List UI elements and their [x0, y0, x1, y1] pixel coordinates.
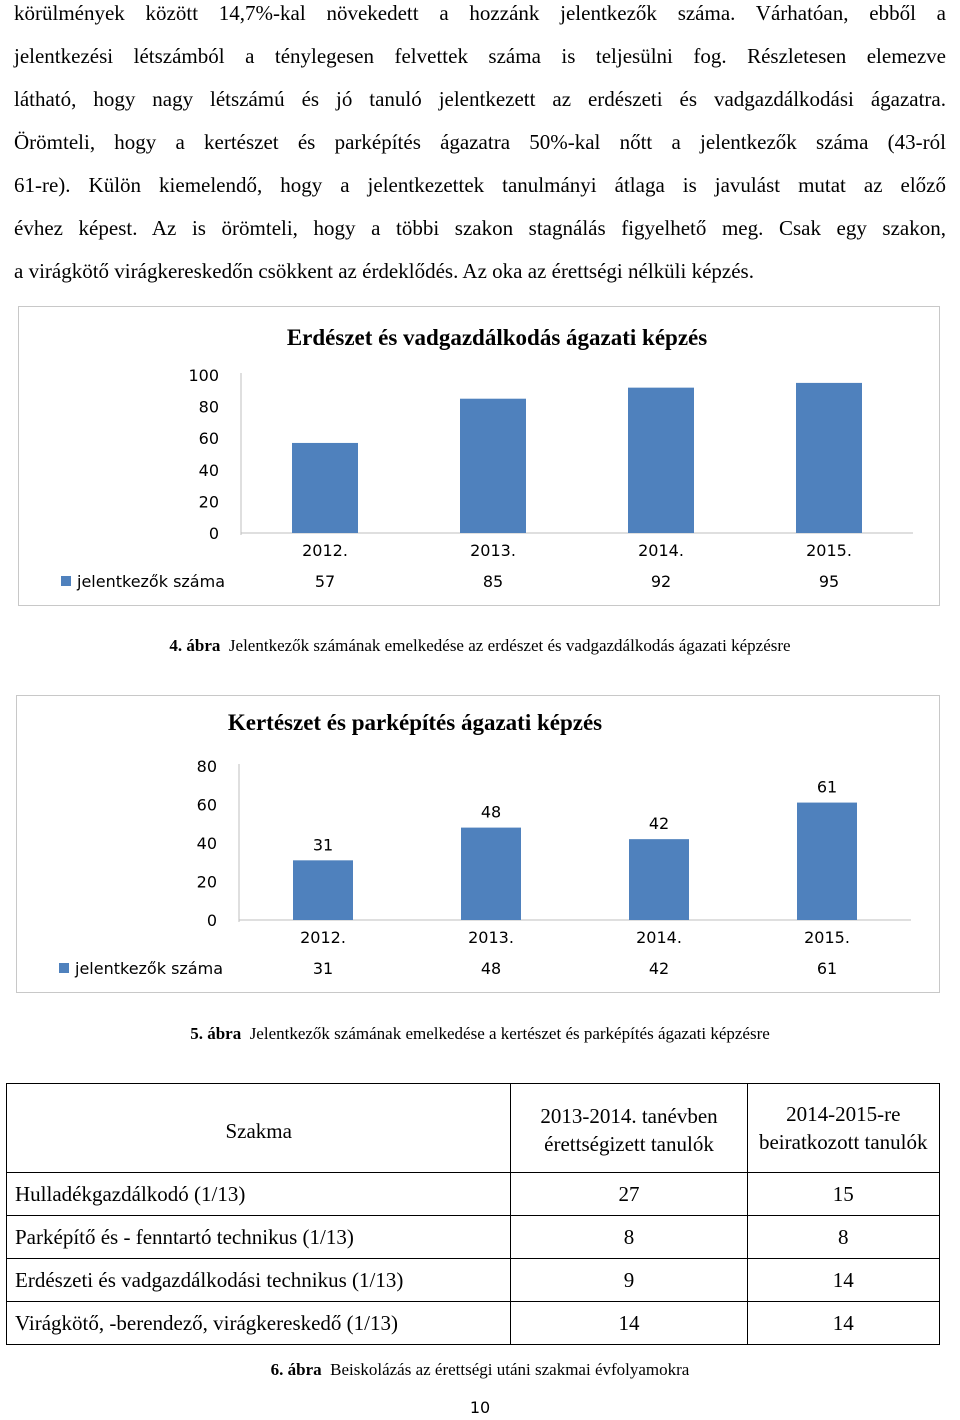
table-cell-profession: Virágkötő, -berendező, virágkereskedő (1…: [5, 1301, 512, 1345]
table-row: Virágkötő, -berendező, virágkereskedő (1…: [5, 1301, 941, 1345]
data-label: 31: [313, 835, 333, 854]
paragraph-line: Örömteli, hogy a kertészet és parképítés…: [14, 130, 946, 154]
y-tick-label: 80: [197, 757, 217, 776]
enrollment-table: Szakma 2013-2014. tanévben érettségizett…: [5, 1083, 941, 1345]
y-tick-label: 80: [199, 398, 219, 417]
y-tick-label: 20: [197, 873, 217, 892]
y-tick-label: 60: [199, 429, 219, 448]
table-cell-enrolled: 14: [746, 1258, 941, 1302]
figure-5-text: Jelentkezők számának emelkedése a kertés…: [249, 1024, 770, 1043]
chart-title: Erdészet és vadgazdálkodás ágazati képzé…: [287, 325, 707, 350]
paragraph-line: körülmények között 14,7%-kal növekedett …: [14, 1, 946, 25]
bar: [797, 802, 857, 920]
y-tick-label: 20: [199, 492, 219, 511]
figure-4-caption: 4. ábra Jelentkezők számának emelkedése …: [0, 636, 960, 656]
paragraph-line: 61-re). Külön kiemelendő, hogy a jelentk…: [14, 173, 946, 197]
y-tick-label: 100: [188, 366, 219, 385]
chart-title: Kertészet és parképítés ágazati képzés: [228, 710, 602, 735]
chart-forestry: Erdészet és vadgazdálkodás ágazati képzé…: [18, 306, 940, 606]
page-number: 10: [469, 1398, 491, 1417]
category-label: 2014.: [638, 541, 684, 560]
data-table-value: 48: [481, 959, 501, 978]
paragraph-line: évhez képest. Az is örömteli, hogy a töb…: [14, 216, 946, 240]
figure-6-text: Beiskolázás az érettségi utáni szakmai é…: [330, 1360, 690, 1379]
table-cell-graduated: 14: [510, 1301, 748, 1345]
legend-swatch: [59, 963, 69, 973]
bar: [796, 382, 862, 533]
table-cell-profession: Erdészeti és vadgazdálkodási technikus (…: [5, 1258, 512, 1302]
table-row: Hulladékgazdálkodó (1/13) 27 15: [5, 1172, 941, 1216]
header-graduated: 2013-2014. tanévben érettségizett tanuló…: [510, 1083, 748, 1173]
legend-swatch: [61, 576, 71, 586]
paragraph-line: látható, hogy nagy létszámú és jó tanuló…: [14, 87, 946, 111]
data-label: 48: [481, 803, 501, 822]
paragraph-line: jelentkezési létszámból a ténylegesen fe…: [14, 44, 946, 68]
bar: [461, 827, 521, 920]
y-tick-label: 0: [207, 911, 217, 930]
table-row: Parképítő és - fenntartó technikus (1/13…: [5, 1215, 941, 1259]
data-label: 42: [649, 814, 669, 833]
category-label: 2012.: [302, 541, 348, 560]
y-tick-label: 40: [197, 834, 217, 853]
y-tick-label: 0: [209, 524, 219, 543]
table-cell-profession: Hulladékgazdálkodó (1/13): [5, 1172, 512, 1216]
legend-label: jelentkezők száma: [74, 959, 223, 978]
table-cell-graduated: 8: [510, 1215, 748, 1259]
data-table-value: 57: [315, 572, 335, 591]
figure-4-number: 4. ábra: [169, 636, 221, 655]
legend-label: jelentkezők száma: [76, 572, 225, 591]
data-table-value: 85: [483, 572, 503, 591]
figure-6-caption: 6. ábra Beiskolázás az érettségi utáni s…: [0, 1360, 960, 1380]
paragraph-line: a virágkötő virágkereskedőn csökkent az …: [14, 259, 754, 283]
data-table-value: 61: [817, 959, 837, 978]
chart-horticulture: Kertészet és parképítés ágazati képzés 0 2…: [16, 695, 940, 993]
data-table-value: 31: [313, 959, 333, 978]
data-table-value: 92: [651, 572, 671, 591]
category-label: 2013.: [470, 541, 516, 560]
category-label: 2013.: [468, 928, 514, 947]
figure-5-caption: 5. ábra Jelentkezők számának emelkedése …: [0, 1024, 960, 1044]
table-row: Erdészeti és vadgazdálkodási technikus (…: [5, 1258, 941, 1302]
category-label: 2015.: [806, 541, 852, 560]
data-table-value: 95: [819, 572, 839, 591]
figure-5-number: 5. ábra: [190, 1024, 242, 1043]
data-table-value: 42: [649, 959, 669, 978]
bar: [293, 860, 353, 920]
body-paragraph: körülmények között 14,7%-kal növekedett …: [14, 0, 946, 293]
bar: [628, 387, 694, 533]
table-cell-graduated: 9: [510, 1258, 748, 1302]
header-profession: Szakma: [5, 1083, 512, 1173]
table-cell-enrolled: 8: [746, 1215, 941, 1259]
bar: [629, 839, 689, 920]
data-label: 61: [817, 778, 837, 797]
y-tick-label: 60: [197, 796, 217, 815]
figure-4-text: Jelentkezők számának emelkedése az erdés…: [228, 636, 791, 655]
header-enrolled: 2014-2015-re beiratkozott tanulók: [746, 1083, 941, 1173]
table-cell-profession: Parképítő és - fenntartó technikus (1/13…: [5, 1215, 512, 1259]
table-cell-enrolled: 15: [746, 1172, 941, 1216]
chart-horticulture-svg: Kertészet és parképítés ágazati képzés 0 2…: [59, 710, 911, 978]
figure-6-number: 6. ábra: [270, 1360, 322, 1379]
category-label: 2012.: [300, 928, 346, 947]
y-tick-label: 40: [199, 461, 219, 480]
category-label: 2014.: [636, 928, 682, 947]
table-cell-graduated: 27: [510, 1172, 748, 1216]
chart-forestry-svg: Erdészet és vadgazdálkodás ágazati képzé…: [61, 325, 913, 591]
table-cell-enrolled: 14: [746, 1301, 941, 1345]
table-header-row: Szakma 2013-2014. tanévben érettségizett…: [5, 1083, 941, 1173]
bar: [460, 398, 526, 533]
bar: [292, 442, 358, 533]
category-label: 2015.: [804, 928, 850, 947]
